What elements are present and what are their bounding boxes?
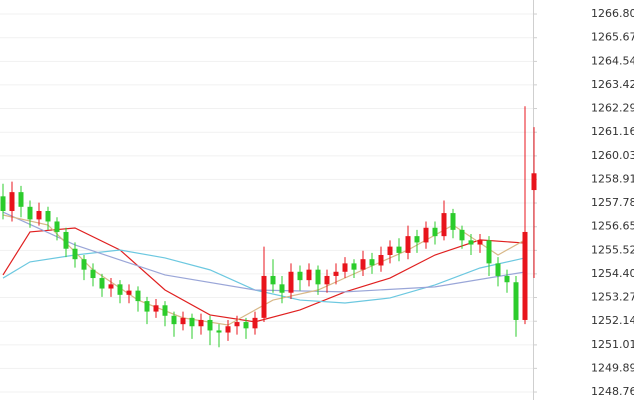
candle-body [54,221,60,232]
candle-body [396,246,402,253]
y-tick-label: 1260.03 [591,149,634,162]
candle-body [234,322,240,327]
y-tick-label: 1251.01 [591,338,634,351]
y-tick-label: 1261.16 [591,125,634,138]
candle-body [0,196,6,212]
candle-body [162,305,168,316]
candle-body [135,290,141,302]
candle-body [315,269,321,285]
candle-body [198,319,204,327]
candle-body [279,284,285,293]
candle-body [306,269,312,281]
candle-body [405,236,411,253]
candle-body [153,305,159,312]
candle-body [513,282,519,320]
candle-body [252,317,258,329]
candle-body [225,326,231,333]
candle-body [423,227,429,243]
candle-body [72,248,78,260]
candle-body [531,173,537,191]
candle-body [207,319,213,331]
candle-body [459,229,465,241]
candle-body [441,213,447,237]
candle-body [9,192,15,212]
candle-body [378,255,384,266]
y-tick-label: 1263.42 [591,78,634,91]
candle-body [333,271,339,276]
candle-body [432,227,438,237]
y-tick-label: 1266.80 [591,7,634,20]
candle-body [477,240,483,245]
candle-body [126,290,132,295]
candle-body [216,330,222,333]
y-tick-label: 1256.65 [591,220,634,233]
candle-body [495,263,501,276]
candle-body [486,240,492,264]
candle-body [522,231,528,320]
y-tick-label: 1248.76 [591,385,634,398]
y-tick-label: 1264.54 [591,54,634,67]
candle-body [324,275,330,285]
candle-body [369,259,375,266]
candle-body [504,275,510,283]
candle-body [99,278,105,289]
candle-body [171,315,177,325]
candle-body [243,322,249,329]
candle-body [351,263,357,270]
candle-body [288,271,294,293]
candle-body [117,284,123,295]
y-tick-label: 1262.29 [591,102,634,115]
candle-body [27,206,33,220]
candle-body [342,263,348,272]
candle-body [144,301,150,312]
candle-body [63,231,69,249]
candle-body [18,192,24,207]
y-tick-label: 1252.14 [591,314,634,327]
candle-body [468,240,474,245]
candle-body [36,211,42,220]
y-tick-label: 1258.91 [591,172,634,185]
y-tick-label: 1257.78 [591,196,634,209]
y-tick-label: 1254.40 [591,267,634,280]
y-tick-label: 1255.52 [591,243,634,256]
y-tick-label: 1253.27 [591,291,634,304]
candle-body [261,275,267,318]
candle-body [108,284,114,289]
candle-body [360,259,366,270]
candle-body [414,236,420,243]
candle-body [387,246,393,256]
candle-body [90,269,96,279]
candle-body [45,211,51,222]
candle-body [189,317,195,327]
y-tick-label: 1249.89 [591,361,634,374]
candle-body [81,259,87,270]
candle-body [270,275,276,285]
candle-body [297,271,303,281]
candle-body [180,317,186,325]
y-tick-label: 1265.67 [591,31,634,44]
candle-body [450,213,456,230]
